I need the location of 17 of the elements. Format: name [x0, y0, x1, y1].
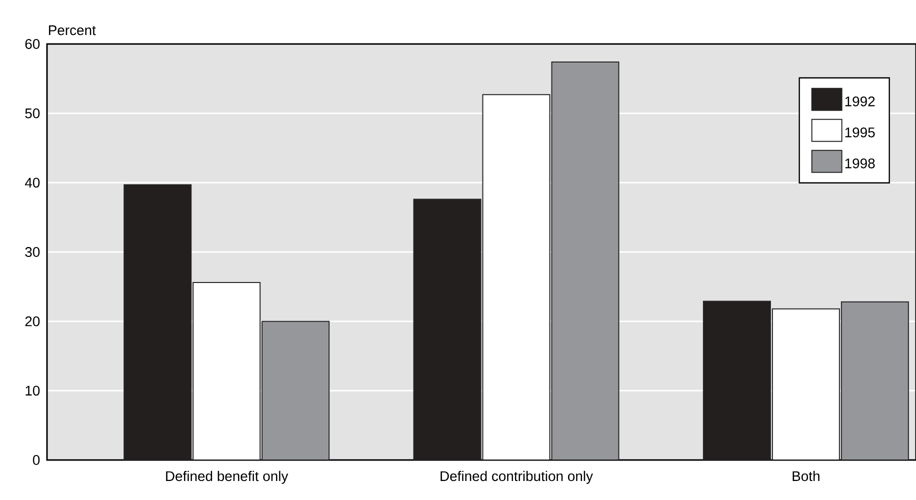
x-tick-label: Defined benefit only: [166, 470, 288, 484]
y-tick-label: 50: [25, 108, 40, 118]
y-tick-label: 0: [32, 455, 40, 465]
x-tick-label: Both: [792, 470, 820, 482]
legend-label: 1995: [845, 127, 875, 138]
legend-label: 1998: [845, 158, 875, 168]
y-axis-title: Percent: [48, 25, 96, 36]
bar: [551, 62, 620, 460]
legend-label: 1992: [845, 96, 875, 106]
y-tick-label: 20: [25, 316, 40, 326]
y-tick-label: 60: [25, 39, 40, 49]
bar: [262, 320, 330, 460]
x-tick-label: Defined contribution only: [440, 470, 593, 484]
y-tick-label: 10: [26, 386, 40, 396]
bar: [840, 301, 909, 460]
y-tick-label: 40: [24, 178, 40, 188]
y-tick-label: 30: [25, 247, 40, 257]
